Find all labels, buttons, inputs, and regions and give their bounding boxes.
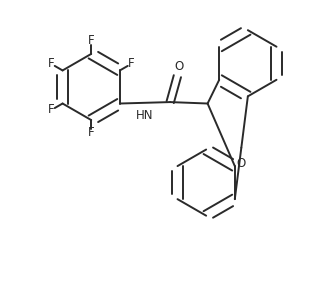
Text: F: F [128, 58, 134, 71]
Text: O: O [174, 60, 184, 73]
Text: HN: HN [136, 109, 154, 122]
Text: O: O [237, 157, 246, 170]
Text: F: F [48, 103, 55, 116]
Text: F: F [88, 34, 95, 47]
Text: F: F [88, 127, 95, 140]
Text: F: F [48, 58, 55, 71]
